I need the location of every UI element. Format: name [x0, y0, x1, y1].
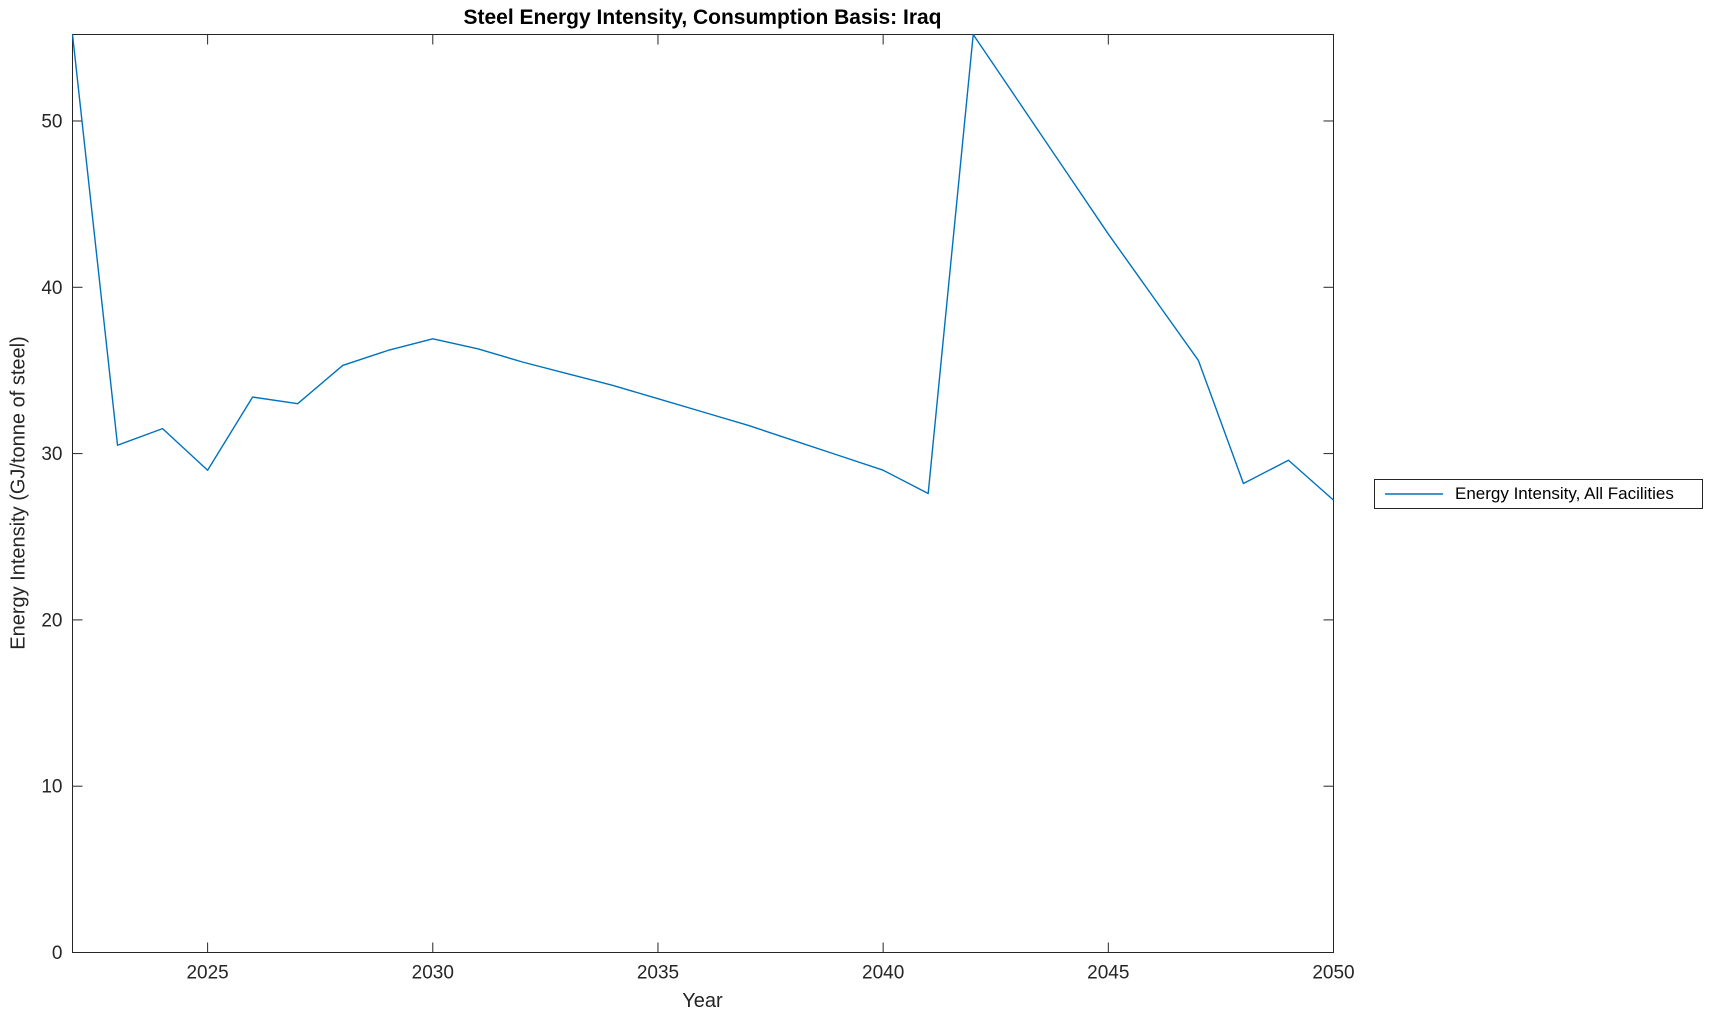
- y-tick-label: 50: [41, 111, 62, 132]
- x-tick-label: 2030: [412, 963, 454, 984]
- y-tick-label: 0: [52, 943, 63, 964]
- y-tick-label: 40: [41, 278, 62, 299]
- legend-label: Energy Intensity, All Facilities: [1455, 484, 1674, 503]
- legend: Energy Intensity, All Facilities: [1374, 479, 1703, 509]
- y-tick-label: 20: [41, 610, 62, 631]
- x-tick-label: 2035: [637, 963, 679, 984]
- x-tick-label: 2040: [862, 963, 904, 984]
- x-tick-label: 2025: [186, 963, 228, 984]
- x-tick-label: 2050: [1312, 963, 1354, 984]
- y-tick-label: 10: [41, 777, 62, 798]
- y-tick-label: 30: [41, 444, 62, 465]
- legend-line-sample: [1385, 493, 1443, 495]
- x-axis-label: Year: [682, 990, 723, 1012]
- plot-border: [72, 34, 1334, 953]
- chart-title: Steel Energy Intensity, Consumption Basi…: [463, 6, 942, 29]
- series-line: [71, 33, 1334, 501]
- x-tick-label: 2045: [1087, 963, 1129, 984]
